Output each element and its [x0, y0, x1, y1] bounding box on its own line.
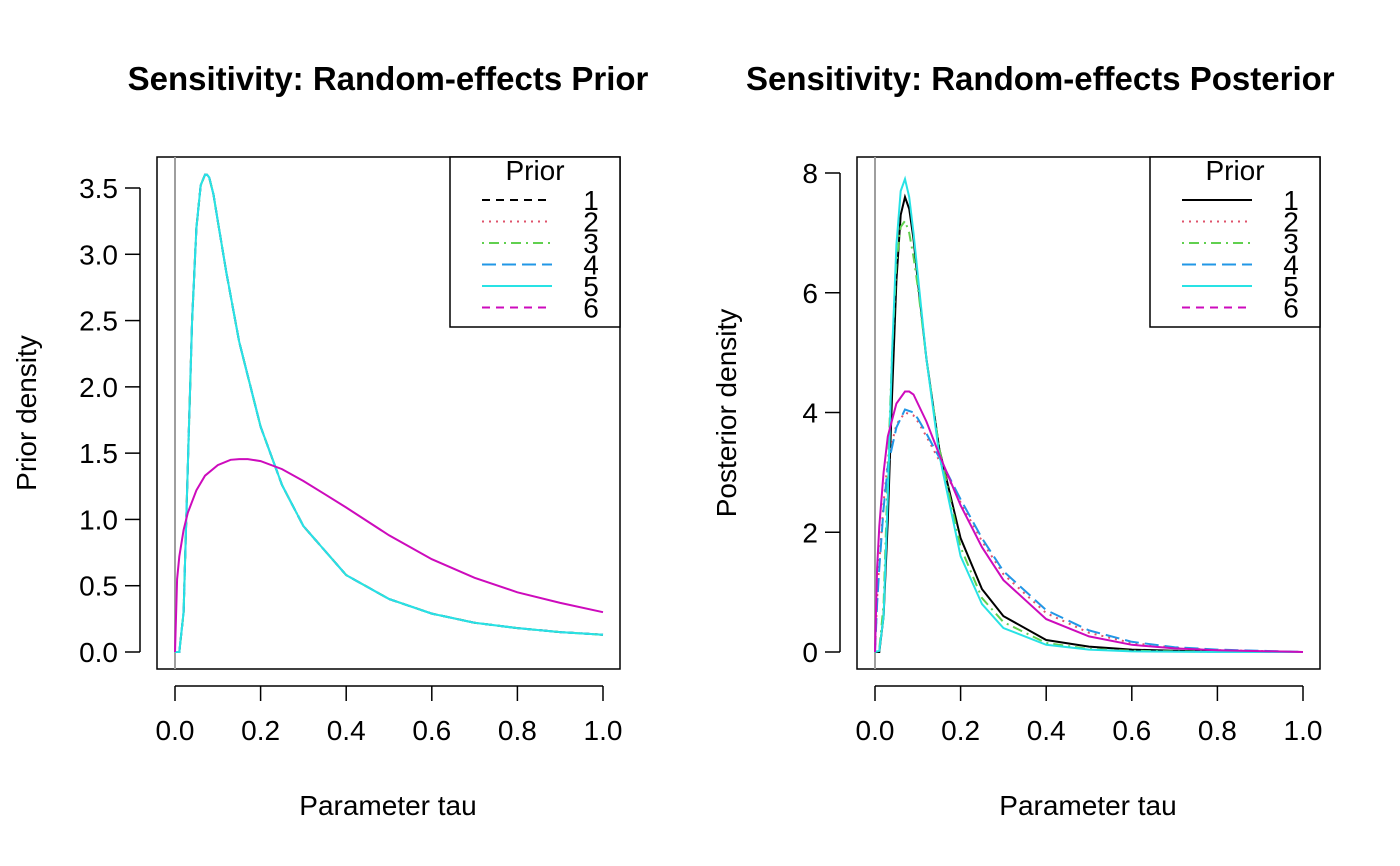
- legend-item-1: 1: [1182, 185, 1299, 216]
- legend-label: 6: [583, 293, 599, 324]
- y-axis-label: Posterior density: [711, 309, 742, 518]
- y-tick-label: 8: [802, 158, 818, 189]
- x-tick-label: 0.4: [1027, 715, 1066, 746]
- series-layer: [174, 157, 604, 669]
- legend-label: 1: [583, 185, 599, 216]
- series-layer: [874, 157, 1304, 669]
- series-line-4: [874, 408, 1304, 653]
- x-tick-label: 0.4: [327, 715, 366, 746]
- x-tick-label: 0.8: [498, 715, 537, 746]
- legend-label: 4: [583, 250, 599, 281]
- x-axis-label: Parameter tau: [999, 790, 1176, 821]
- series-line-5: [175, 173, 604, 653]
- legend-label: 5: [1283, 271, 1299, 302]
- y-tick-label: 3.5: [79, 173, 118, 204]
- series-line-5: [874, 175, 1303, 653]
- chart-title: Sensitivity: Random-effects Posterior: [746, 60, 1335, 97]
- legend-item-4: 4: [1182, 250, 1299, 281]
- legend-label: 5: [583, 271, 599, 302]
- series-line-6: [174, 458, 604, 653]
- y-tick-label: 2.0: [79, 372, 118, 403]
- legend-item-5: 5: [1182, 271, 1299, 302]
- y-tick-label: 4: [802, 398, 818, 429]
- y-axis-label: Prior density: [11, 335, 42, 491]
- axes: 0.0 0.2 0.4 0.6 0.8 1.0 0.0 0.5 1.0 1.5 2.0 2.5 3.0 3…: [79, 173, 622, 746]
- legend-title: Prior: [1205, 155, 1264, 186]
- legend-item-3: 3: [1182, 228, 1299, 259]
- legend-label: 6: [1283, 293, 1299, 324]
- plot-frame: [156, 156, 621, 670]
- axes: 0.0 0.2 0.4 0.6 0.8 1.0 0 2 4 6 8: [802, 158, 1322, 746]
- x-tick-label: 0.6: [412, 715, 451, 746]
- x-tick-label: 0.0: [156, 715, 195, 746]
- panel-posterior: Sensitivity: Random-effects Posterior Pa…: [711, 60, 1335, 821]
- legend-item-2: 2: [482, 207, 599, 238]
- y-tick-label: 0.5: [79, 571, 118, 602]
- y-tick-label: 6: [802, 278, 818, 309]
- x-axis-label: Parameter tau: [299, 790, 476, 821]
- x-tick-label: 0.2: [941, 715, 980, 746]
- legend-item-2: 2: [1182, 207, 1299, 238]
- y-tick-label: 1.5: [79, 438, 118, 469]
- legend-item-4: 4: [482, 250, 599, 281]
- y-tick-label: 3.0: [79, 239, 118, 270]
- legend-title: Prior: [505, 155, 564, 186]
- panel-prior: Sensitivity: Random-effects Prior Parame…: [11, 60, 649, 821]
- y-tick-label: 2: [802, 517, 818, 548]
- legend-label: 2: [1283, 207, 1299, 238]
- legend-item-6: 6: [482, 293, 599, 324]
- x-tick-label: 1.0: [1284, 715, 1323, 746]
- series-line-6: [874, 390, 1304, 653]
- x-tick-label: 1.0: [584, 715, 623, 746]
- legend-item-3: 3: [482, 228, 599, 259]
- legend-label: 3: [1283, 228, 1299, 259]
- x-tick-label: 0.8: [1198, 715, 1237, 746]
- y-tick-label: 0.0: [79, 637, 118, 668]
- legend-item-5: 5: [482, 271, 599, 302]
- legend-label: 1: [1283, 185, 1299, 216]
- legend-label: 3: [583, 228, 599, 259]
- x-tick-label: 0.2: [241, 715, 280, 746]
- x-tick-label: 0.6: [1112, 715, 1151, 746]
- legend-item-6: 6: [1182, 293, 1299, 324]
- y-tick-label: 0: [802, 637, 818, 668]
- legend-item-1: 1: [482, 185, 599, 216]
- y-tick-label: 2.5: [79, 306, 118, 337]
- chart-title: Sensitivity: Random-effects Prior: [128, 60, 649, 97]
- x-tick-label: 0.0: [856, 715, 895, 746]
- legend-label: 2: [583, 207, 599, 238]
- y-tick-label: 1.0: [79, 504, 118, 535]
- legend-label: 4: [1283, 250, 1299, 281]
- plot-frame: [856, 156, 1321, 670]
